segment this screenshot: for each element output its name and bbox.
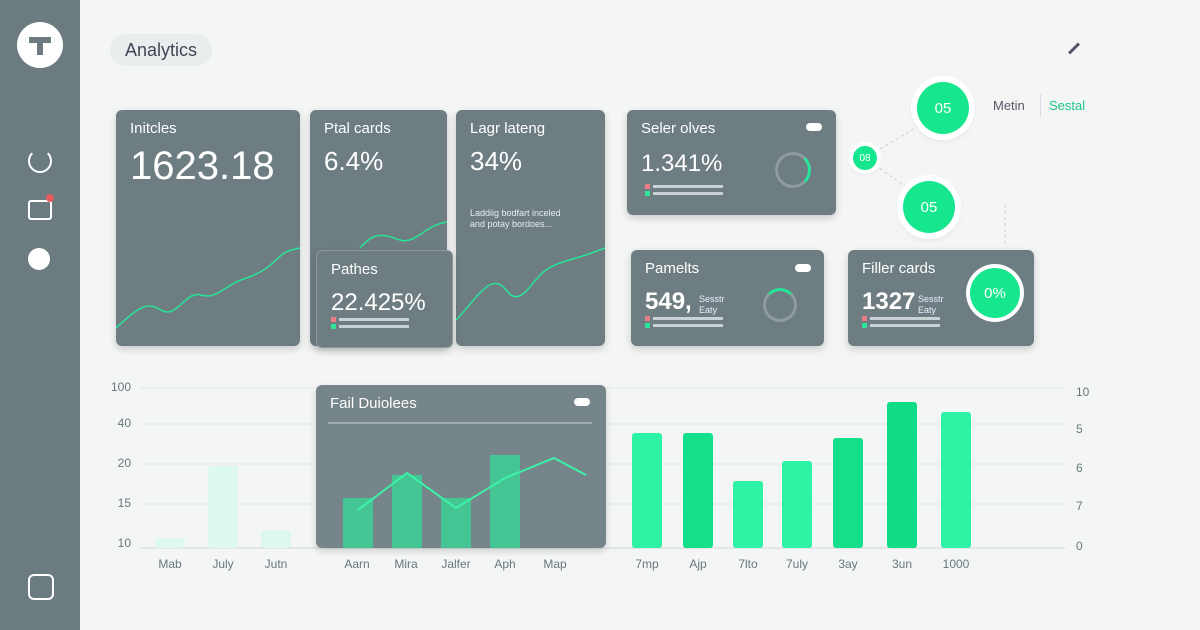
card-title: Filler cards	[862, 260, 936, 277]
sparkline	[359, 221, 447, 249]
y2-axis-label: 0	[1076, 539, 1083, 553]
note-line: Sesstr	[918, 294, 944, 304]
card-note: Sesstr Eaty	[699, 294, 725, 316]
card-value: 22.425%	[331, 289, 426, 316]
x-axis-label: Ajp	[689, 557, 707, 571]
tab[interactable]: Metin	[993, 98, 1025, 113]
x-axis-label: Mira	[394, 557, 418, 571]
card-value: 6.4%	[324, 146, 384, 176]
overlay-chart	[328, 422, 592, 548]
badge[interactable]: 05	[903, 181, 955, 233]
x-axis-label: Aph	[494, 557, 516, 571]
card: Pathes 22.425%	[316, 250, 453, 348]
sparkline	[116, 247, 300, 329]
card-value: 549,	[645, 288, 692, 315]
bars-light	[155, 466, 291, 548]
card: Pamelts 549, Sesstr Eaty	[631, 250, 824, 346]
card-badge: 0%	[970, 268, 1020, 318]
x-axis-label: 7mp	[635, 557, 659, 571]
toggle[interactable]	[806, 123, 822, 131]
note-line: Laddiig bodfart inceled	[470, 208, 561, 218]
card-title: Ptal cards	[324, 120, 391, 137]
connector	[864, 124, 921, 159]
note-line: and potay bordoes...	[470, 219, 553, 229]
card-value: 34%	[470, 146, 523, 176]
x-axis-label: 7lto	[738, 557, 758, 571]
x-axis-label: 7uly	[785, 557, 808, 571]
sparkline	[456, 247, 605, 321]
y2-axis-label: 5	[1076, 422, 1083, 436]
card-note: Sesstr Eaty	[918, 294, 944, 316]
y2-axis-label: 6	[1076, 461, 1083, 475]
x-axis-label: Jalfer	[441, 557, 471, 571]
card-title: Lagr lateng	[470, 120, 546, 137]
y-axis-label: 100	[110, 380, 131, 394]
donut	[775, 152, 811, 188]
card-title: Pamelts	[645, 260, 700, 277]
legend	[862, 314, 940, 331]
card-value: 1.341%	[641, 150, 723, 177]
card: Seler olves 1.341%	[627, 110, 836, 215]
card-value: 1623.18	[130, 144, 275, 188]
card-title: Pathes	[331, 261, 378, 278]
card-title: Fail Duiolees	[330, 395, 417, 412]
card: Lagr lateng 34% Laddiig bodfart inceled a…	[456, 110, 605, 346]
logo[interactable]	[17, 22, 63, 68]
x-axis-label: Aarn	[344, 557, 370, 571]
card-title: Initcles	[130, 120, 177, 137]
note-line: Eaty	[918, 305, 937, 315]
y-axis-label: 10	[117, 536, 131, 550]
note-line: Sesstr	[699, 294, 725, 304]
card-value: 1327	[862, 288, 916, 315]
page-title: Analytics	[110, 34, 212, 66]
overlay-chart-card: Fail Duiolees	[316, 385, 606, 548]
x-axis-label: 3un	[891, 557, 913, 571]
x-axis-label: Mab	[158, 557, 182, 571]
y2-axis-label: 7	[1076, 499, 1083, 513]
y-axis-label: 20	[117, 456, 131, 470]
y2-axis-label: 10	[1076, 385, 1090, 399]
nav-home-icon[interactable]	[28, 574, 54, 600]
legend	[331, 315, 409, 332]
card-title: Seler olves	[641, 120, 716, 137]
y-axis-label: 40	[117, 416, 131, 430]
badge[interactable]: 08	[853, 146, 877, 170]
card: Filler cards 1327 Sesstr Eaty 0%	[848, 250, 1034, 346]
x-axis-label: Jutn	[264, 557, 288, 571]
sidebar	[0, 0, 80, 630]
bars-green	[632, 402, 971, 548]
x-axis-label: 3ay	[838, 557, 858, 571]
legend	[645, 182, 723, 199]
nav-settings-icon[interactable]	[28, 248, 50, 270]
toggle[interactable]	[574, 398, 590, 406]
toggle[interactable]	[795, 264, 811, 272]
nav-chart-icon[interactable]	[28, 149, 52, 173]
donut	[763, 288, 797, 322]
x-axis-label: Map	[543, 557, 567, 571]
y-axis-label: 15	[117, 496, 131, 510]
badge[interactable]: 05	[917, 82, 969, 134]
card-note: Laddiig bodfart inceled and potay bordoes…	[470, 208, 561, 230]
nav-inbox-icon[interactable]	[28, 194, 54, 220]
card: Initcles 1623.18	[116, 110, 300, 346]
x-axis-label: 1000	[942, 557, 970, 571]
x-axis-label: July	[212, 557, 234, 571]
tab[interactable]: Sestal	[1040, 94, 1093, 117]
note-line: Eaty	[699, 305, 718, 315]
legend	[645, 314, 723, 331]
